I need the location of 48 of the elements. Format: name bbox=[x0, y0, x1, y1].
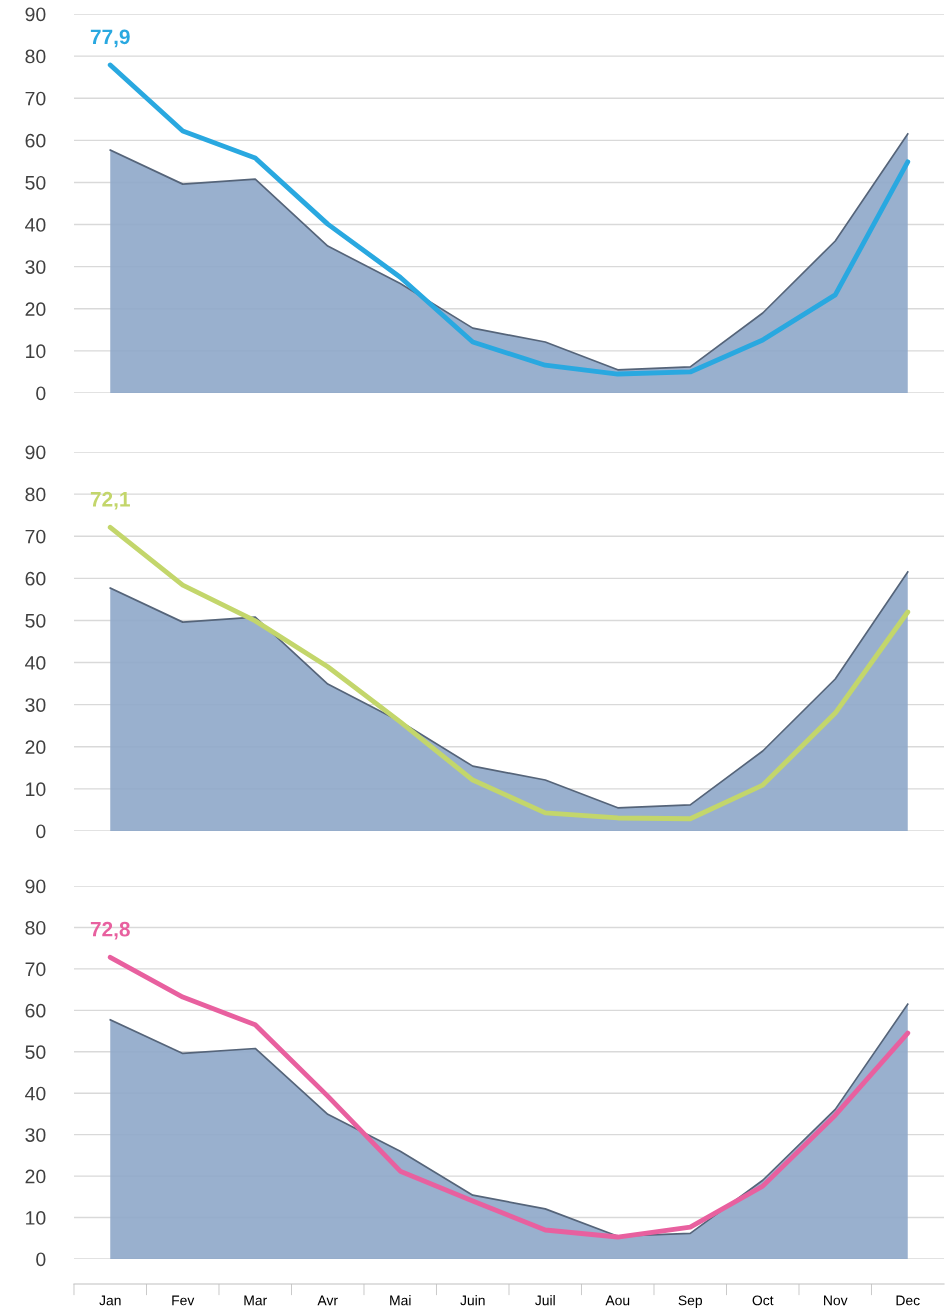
y-tick-label: 40 bbox=[25, 656, 46, 670]
x-tick-label: Sep bbox=[678, 1295, 703, 1309]
y-tick-label: 60 bbox=[25, 133, 46, 148]
x-tick-label: Aou bbox=[605, 1295, 630, 1306]
line-series bbox=[107, 62, 911, 377]
y-tick-label: 60 bbox=[25, 571, 46, 586]
y-tick-label: 30 bbox=[25, 698, 46, 712]
y-tick-label: 30 bbox=[25, 260, 46, 274]
x-tick-label: Oct bbox=[752, 1295, 774, 1306]
y-tick-label: 40 bbox=[25, 218, 46, 232]
x-tick-label: Fev bbox=[172, 1295, 195, 1306]
y-tick-label: 10 bbox=[26, 782, 46, 797]
y-tick-label: 90 bbox=[25, 879, 46, 894]
line-series bbox=[107, 954, 911, 1240]
y-tick-label: 50 bbox=[25, 1045, 46, 1060]
y-tick-label: 80 bbox=[25, 49, 46, 64]
y-tick-label: 90 bbox=[25, 445, 46, 460]
y-tick-label: 20 bbox=[25, 1169, 46, 1184]
y-tick-label: 70 bbox=[25, 91, 46, 106]
y-tick-label: 10 bbox=[26, 1211, 46, 1225]
line-series bbox=[107, 524, 911, 822]
y-tick-label: 70 bbox=[25, 962, 46, 977]
y-tick-label: 90 bbox=[25, 7, 46, 22]
y-tick-label: 30 bbox=[25, 1128, 46, 1142]
y-tick-label: 40 bbox=[25, 1086, 46, 1101]
x-tick-label: Mai bbox=[390, 1295, 411, 1306]
y-tick-label: 50 bbox=[25, 613, 46, 628]
x-tick-label: Nov bbox=[824, 1295, 848, 1306]
y-tick-label: 80 bbox=[25, 487, 46, 502]
data-label: 72,8 bbox=[90, 921, 130, 940]
y-tick-label: 0 bbox=[36, 386, 46, 401]
x-tick-label: Jan bbox=[99, 1295, 121, 1306]
y-tick-label: 50 bbox=[25, 175, 46, 190]
data-label: 72,1 bbox=[90, 491, 130, 510]
y-tick-label: 60 bbox=[25, 1003, 46, 1018]
x-tick-label: Avr bbox=[317, 1295, 338, 1306]
y-tick-label: 70 bbox=[25, 529, 46, 544]
data-label: 77,9 bbox=[90, 29, 130, 48]
y-tick-label: 20 bbox=[25, 302, 46, 317]
y-tick-label: 0 bbox=[36, 1252, 46, 1267]
y-tick-label: 0 bbox=[36, 824, 46, 839]
x-tick-label: Dec bbox=[896, 1295, 920, 1306]
y-tick-label: 80 bbox=[25, 920, 46, 935]
y-tick-label: 20 bbox=[25, 740, 46, 755]
x-tick-label: Juin bbox=[460, 1295, 485, 1306]
y-tick-label: 10 bbox=[26, 344, 46, 359]
x-tick-label: Mar bbox=[244, 1295, 267, 1306]
x-tick-label: Juil bbox=[535, 1295, 555, 1306]
